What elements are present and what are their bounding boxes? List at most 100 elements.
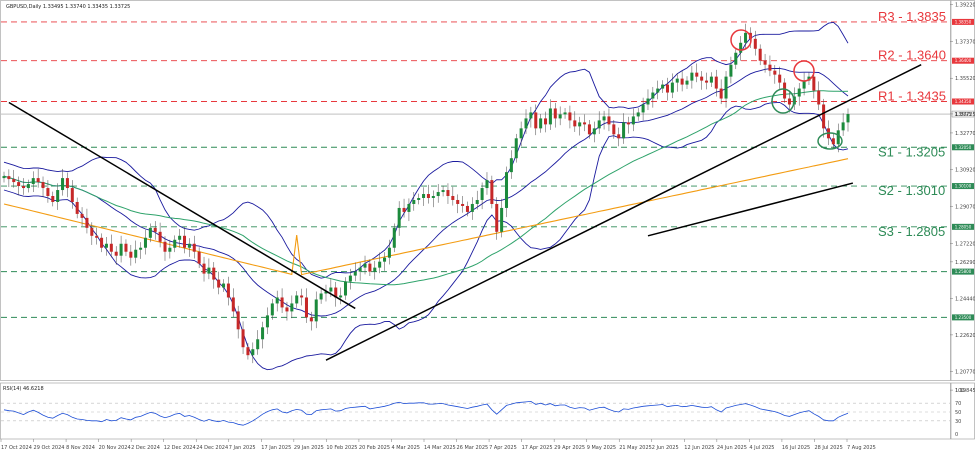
candle-body xyxy=(129,251,133,258)
candle-body xyxy=(446,190,450,197)
candle-body xyxy=(231,297,235,312)
candle-body xyxy=(529,112,533,119)
candle-body xyxy=(383,257,387,262)
level-price-tag-s4 xyxy=(952,268,974,275)
candle-body xyxy=(441,190,445,193)
candle-body xyxy=(426,194,430,198)
candle-body xyxy=(270,303,274,316)
candle-body xyxy=(661,84,665,89)
candle-body xyxy=(163,241,167,252)
candle-body xyxy=(26,184,30,189)
level-price-tag-text-s4: 1.25800 xyxy=(955,269,972,274)
price-scale-label: 1.24440 xyxy=(955,297,975,303)
candle-body xyxy=(402,207,406,212)
level-price-tag-text-s5: 1.23500 xyxy=(955,315,972,320)
level-label-r1: R1 - 1.3435 xyxy=(878,88,946,103)
candle-body xyxy=(90,227,94,236)
candle-body xyxy=(300,295,304,298)
candle-body xyxy=(768,64,772,71)
price-scale-label: 1.26290 xyxy=(955,260,975,266)
candle-body xyxy=(685,80,689,85)
candle-body xyxy=(729,64,733,77)
candle-body xyxy=(495,203,499,232)
date-tick-label: 20 Feb 2025 xyxy=(359,445,390,451)
date-tick-label: 29 Jan 2025 xyxy=(294,445,324,451)
candle-body xyxy=(544,118,548,125)
candle-body xyxy=(109,243,113,252)
candle-body xyxy=(422,194,426,198)
candle-body xyxy=(563,112,567,115)
candle-body xyxy=(85,217,89,228)
candle-body xyxy=(41,182,45,189)
candle-body xyxy=(407,203,411,212)
candle-body xyxy=(739,42,743,53)
price-panel-frame xyxy=(0,0,951,381)
candle-body xyxy=(2,176,6,179)
trendline-2 xyxy=(325,64,922,361)
candle-body xyxy=(246,347,250,356)
rsi-scale-label: 50 xyxy=(955,410,961,416)
candle-body xyxy=(309,317,313,322)
rsi-panel-frame xyxy=(0,382,951,440)
peak-highlight-circle xyxy=(730,29,752,51)
candle-body xyxy=(358,267,362,272)
candle-body xyxy=(646,98,650,105)
candle-body xyxy=(314,299,318,322)
candle-body xyxy=(17,182,21,187)
candle-body xyxy=(431,196,435,198)
candle-body xyxy=(51,196,55,202)
candle-body xyxy=(114,251,118,256)
date-tick-label: 24 Dec 2024 xyxy=(196,445,228,451)
level-price-tag-r2 xyxy=(952,57,974,64)
candle-body xyxy=(485,180,489,189)
candle-body xyxy=(275,297,279,304)
date-tick-label: 4 Mar 2025 xyxy=(391,445,420,451)
candle-body xyxy=(592,128,596,135)
trough-highlight-circle xyxy=(817,132,843,150)
candle-body xyxy=(363,263,367,268)
date-tick-label: 28 Jul 2025 xyxy=(814,445,842,451)
level-price-tag-text-r2: 1.36400 xyxy=(955,58,972,63)
date-tick-label: 7 Jan 2025 xyxy=(229,445,256,451)
candle-body xyxy=(343,281,348,296)
candle-body xyxy=(70,188,74,202)
candle-body xyxy=(143,237,147,248)
trough-highlight-circle xyxy=(771,88,795,114)
candle-body xyxy=(387,247,391,258)
candle-body xyxy=(202,263,206,274)
price-scale-label: 1.29070 xyxy=(955,205,975,211)
candle-body xyxy=(675,78,679,83)
rsi-scale-label: 100 xyxy=(955,388,965,394)
candle-body xyxy=(158,231,162,242)
candle-body xyxy=(31,178,35,185)
level-price-tag-r3 xyxy=(952,18,974,25)
candle-body xyxy=(602,116,606,121)
candle-body xyxy=(451,196,455,200)
candle-body xyxy=(504,172,509,208)
candle-body xyxy=(665,84,670,93)
candle-body xyxy=(797,88,801,97)
candle-body xyxy=(187,243,191,248)
candle-body xyxy=(719,88,723,99)
candle-body xyxy=(524,118,528,129)
moving-average-green xyxy=(3,90,849,286)
candle-body xyxy=(412,199,416,204)
level-label-s1: S1 - 1.3205 xyxy=(878,144,945,159)
candle-body xyxy=(631,116,635,125)
candle-body xyxy=(490,180,494,204)
candle-body xyxy=(568,112,572,121)
candle-body xyxy=(329,287,333,292)
date-tick-label: 29 Oct 2024 xyxy=(34,445,65,451)
candle-body xyxy=(373,267,377,272)
rsi-header: RSI(14) 46.6218 xyxy=(3,386,44,392)
candle-body xyxy=(558,114,562,119)
candle-body xyxy=(670,82,674,93)
level-price-tag-text-s1: 1.32050 xyxy=(955,145,972,150)
candle-body xyxy=(836,130,840,145)
candle-body xyxy=(348,275,352,282)
peak-highlight-circle xyxy=(793,60,815,82)
candle-body xyxy=(773,70,777,75)
candle-body xyxy=(753,38,757,49)
candle-body xyxy=(612,124,616,135)
candle-body xyxy=(680,78,684,85)
